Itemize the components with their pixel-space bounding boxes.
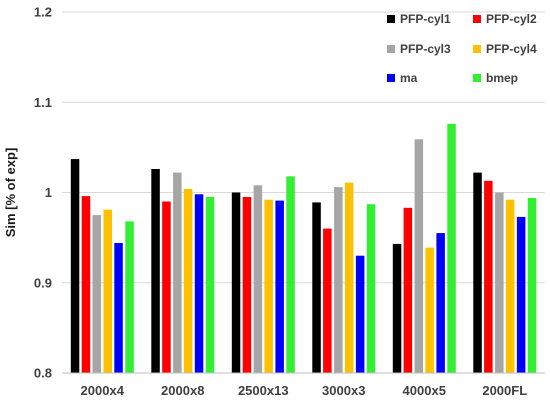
legend-swatch [473,45,481,53]
bar [323,228,332,373]
legend-swatch [473,74,481,82]
legend-label: ma [400,71,418,85]
bar [162,201,171,373]
bar [264,199,273,373]
bar [231,192,241,373]
bar [114,243,123,373]
bar [334,187,343,373]
y-tick-label: 1 [45,185,52,200]
gridlines [62,11,545,374]
y-tick-label: 1.1 [34,95,52,110]
bar [275,200,284,373]
bar [151,169,160,373]
y-tick-label: 0.8 [34,366,52,381]
legend-swatch [473,15,481,23]
y-axis-label: Sim [% of exp] [3,148,18,238]
bar [81,196,91,373]
bar [194,194,204,373]
bar [253,185,263,373]
x-tick-label: 4000x5 [403,383,446,398]
bar [173,172,182,373]
bar [414,139,424,373]
bar [366,204,376,373]
bar [286,176,295,373]
bar [183,188,193,373]
bar [205,197,215,373]
bar [242,197,252,373]
bar [436,233,445,373]
legend-label: PFP-cyl2 [486,12,537,26]
y-tick-label: 1.2 [34,5,52,20]
bar [125,221,134,373]
bar [473,172,482,373]
legend-swatch [387,45,395,53]
x-tick-label: 2500x13 [238,383,289,398]
bar [312,202,321,373]
bar [527,197,537,373]
legend: PFP-cyl1 PFP-cyl2 PFP-cyl3 PFP-cyl4 ma bmep [387,12,537,85]
x-tick-label: 2000x4 [81,383,125,398]
bar [344,182,354,373]
bar [447,123,456,374]
x-tick-label: 3000x3 [322,383,365,398]
bar [103,209,112,373]
y-tick-label: 0.9 [34,275,52,290]
y-axis: 0.8 0.9 1 1.1 1.2 [34,5,52,381]
bars [70,123,537,374]
legend-label: PFP-cyl3 [400,42,451,56]
bar [403,207,413,373]
x-axis: 2000x4 2000x8 2500x13 3000x3 4000x5 2000FL [81,383,528,398]
bar [495,192,504,373]
x-tick-label: 2000x8 [161,383,204,398]
bar [70,159,80,373]
bar [392,243,402,373]
x-tick-label: 2000FL [482,383,527,398]
bar [425,247,434,373]
bar [505,199,515,373]
bar [516,216,526,373]
legend-label: PFP-cyl1 [400,12,451,26]
legend-swatch [387,15,395,23]
legend-label: bmep [486,71,518,85]
legend-label: PFP-cyl4 [486,42,537,56]
bar [92,215,101,373]
legend-swatch [387,74,395,82]
bar [355,255,365,373]
bar [484,180,493,373]
